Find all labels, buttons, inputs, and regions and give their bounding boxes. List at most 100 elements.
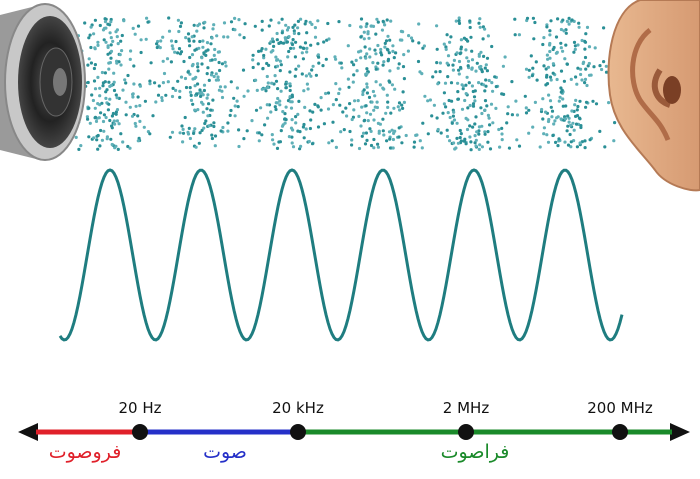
- particle: [121, 88, 125, 92]
- particle: [112, 88, 117, 93]
- particle: [211, 98, 215, 102]
- particle: [390, 83, 394, 87]
- particle: [142, 125, 146, 129]
- particle: [338, 87, 342, 91]
- particle: [486, 113, 490, 117]
- particle: [278, 103, 282, 107]
- particle: [527, 108, 531, 112]
- particle: [365, 111, 369, 115]
- particle: [517, 144, 522, 148]
- particle: [115, 96, 119, 100]
- particle: [89, 61, 93, 65]
- particle: [77, 147, 81, 151]
- particle: [445, 61, 449, 65]
- particle: [474, 69, 478, 73]
- particle: [497, 127, 501, 132]
- particle: [478, 17, 482, 21]
- particle: [326, 107, 331, 111]
- particle: [334, 57, 338, 61]
- particle: [455, 136, 459, 140]
- arrow-left: [18, 423, 38, 441]
- particle: [274, 101, 278, 105]
- particle: [565, 129, 569, 133]
- particle: [128, 105, 132, 109]
- particle: [262, 56, 266, 60]
- particle: [206, 48, 210, 52]
- particle: [491, 89, 495, 93]
- particle: [284, 82, 288, 86]
- particle: [446, 75, 450, 79]
- particle: [482, 54, 486, 59]
- particle: [465, 127, 470, 132]
- particle: [280, 17, 284, 21]
- particle: [580, 38, 584, 43]
- particle: [128, 57, 132, 62]
- particle: [366, 30, 370, 34]
- particle: [177, 47, 182, 51]
- particle: [455, 121, 459, 125]
- particle: [357, 114, 361, 118]
- particle: [202, 126, 206, 130]
- particle: [557, 99, 561, 103]
- particle: [553, 119, 557, 123]
- particle: [207, 78, 211, 82]
- particle: [477, 125, 481, 129]
- particle: [573, 103, 577, 107]
- particle: [363, 45, 367, 49]
- particle: [466, 59, 471, 63]
- particle: [350, 143, 354, 147]
- particle: [457, 19, 461, 23]
- particle: [350, 60, 354, 64]
- particle: [554, 140, 558, 144]
- particle: [376, 43, 380, 48]
- particle: [103, 71, 107, 75]
- particle: [96, 102, 100, 106]
- particle: [300, 72, 304, 76]
- particle: [93, 87, 98, 91]
- particle: [290, 135, 294, 139]
- particle: [368, 55, 372, 59]
- particle: [326, 91, 331, 95]
- particle: [297, 99, 301, 103]
- particle: [501, 64, 505, 68]
- particle: [226, 121, 230, 125]
- particle: [383, 23, 387, 27]
- particle: [507, 146, 511, 150]
- particle: [269, 40, 273, 44]
- particle: [548, 49, 552, 54]
- particle: [293, 55, 297, 59]
- particle: [411, 39, 415, 43]
- particle: [357, 146, 362, 151]
- particle: [201, 39, 205, 43]
- particle: [442, 42, 446, 46]
- particle: [464, 116, 468, 120]
- particle: [462, 36, 466, 40]
- particle: [274, 55, 278, 59]
- particle: [470, 58, 475, 62]
- particle: [398, 108, 402, 112]
- particle: [184, 36, 188, 40]
- particle: [304, 74, 308, 78]
- particle: [200, 91, 204, 95]
- particle: [362, 30, 366, 34]
- particle: [120, 49, 124, 53]
- particle: [178, 131, 182, 135]
- particle: [474, 115, 478, 119]
- particle: [565, 62, 569, 66]
- particle: [460, 107, 465, 111]
- particle: [352, 63, 356, 67]
- particle: [263, 123, 267, 127]
- particle: [449, 35, 453, 39]
- particle: [503, 55, 507, 59]
- particle: [212, 23, 216, 27]
- particle: [197, 141, 201, 145]
- particle: [106, 44, 110, 48]
- particle: [587, 73, 592, 77]
- particle: [373, 48, 377, 52]
- particle: [106, 108, 110, 112]
- particle: [205, 72, 209, 76]
- particle: [524, 67, 529, 71]
- particle: [83, 21, 87, 25]
- particle: [541, 42, 545, 47]
- particle: [93, 116, 97, 120]
